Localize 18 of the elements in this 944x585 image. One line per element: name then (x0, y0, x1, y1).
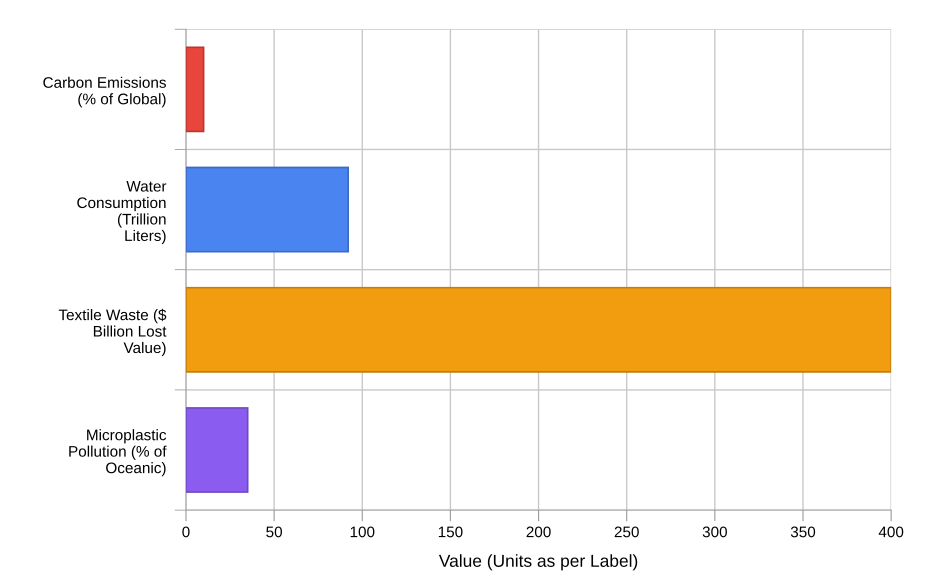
x-axis-title: Value (Units as per Label) (438, 554, 638, 570)
x-tick-label: 250 (614, 526, 639, 538)
x-tick-label: 350 (790, 526, 816, 538)
y-tick-label: Textile Waste ($ Billion Lost Value) (58, 308, 166, 356)
x-tick-label: 150 (438, 526, 463, 538)
x-tick-label: 0 (182, 526, 190, 538)
x-tick-label: 400 (878, 526, 904, 538)
bar (186, 46, 204, 132)
y-tick-label: Microplastic Pollution (% of Oceanic) (69, 429, 167, 476)
x-tick-label: 100 (350, 526, 374, 538)
bar (186, 407, 249, 493)
y-tick-label: Carbon Emissions (% of Global) (43, 76, 166, 108)
bar (186, 166, 349, 252)
y-tick-label: Water Consumption (Trillion Liters) (77, 181, 166, 244)
bar (186, 286, 892, 373)
x-tick-label: 50 (266, 526, 282, 538)
x-tick-label: 300 (702, 526, 727, 538)
x-tick-label: 200 (526, 526, 551, 538)
